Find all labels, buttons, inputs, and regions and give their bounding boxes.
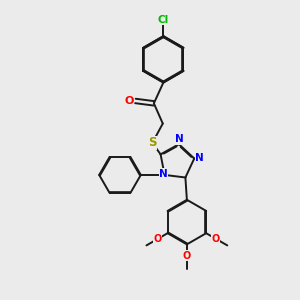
Text: O: O [183, 251, 191, 261]
Text: O: O [124, 96, 134, 106]
Text: N: N [159, 169, 168, 179]
Text: O: O [154, 234, 162, 244]
Text: O: O [212, 234, 220, 244]
Text: N: N [195, 153, 204, 163]
Text: Cl: Cl [158, 14, 169, 25]
Text: N: N [176, 134, 184, 144]
Text: S: S [148, 136, 157, 149]
